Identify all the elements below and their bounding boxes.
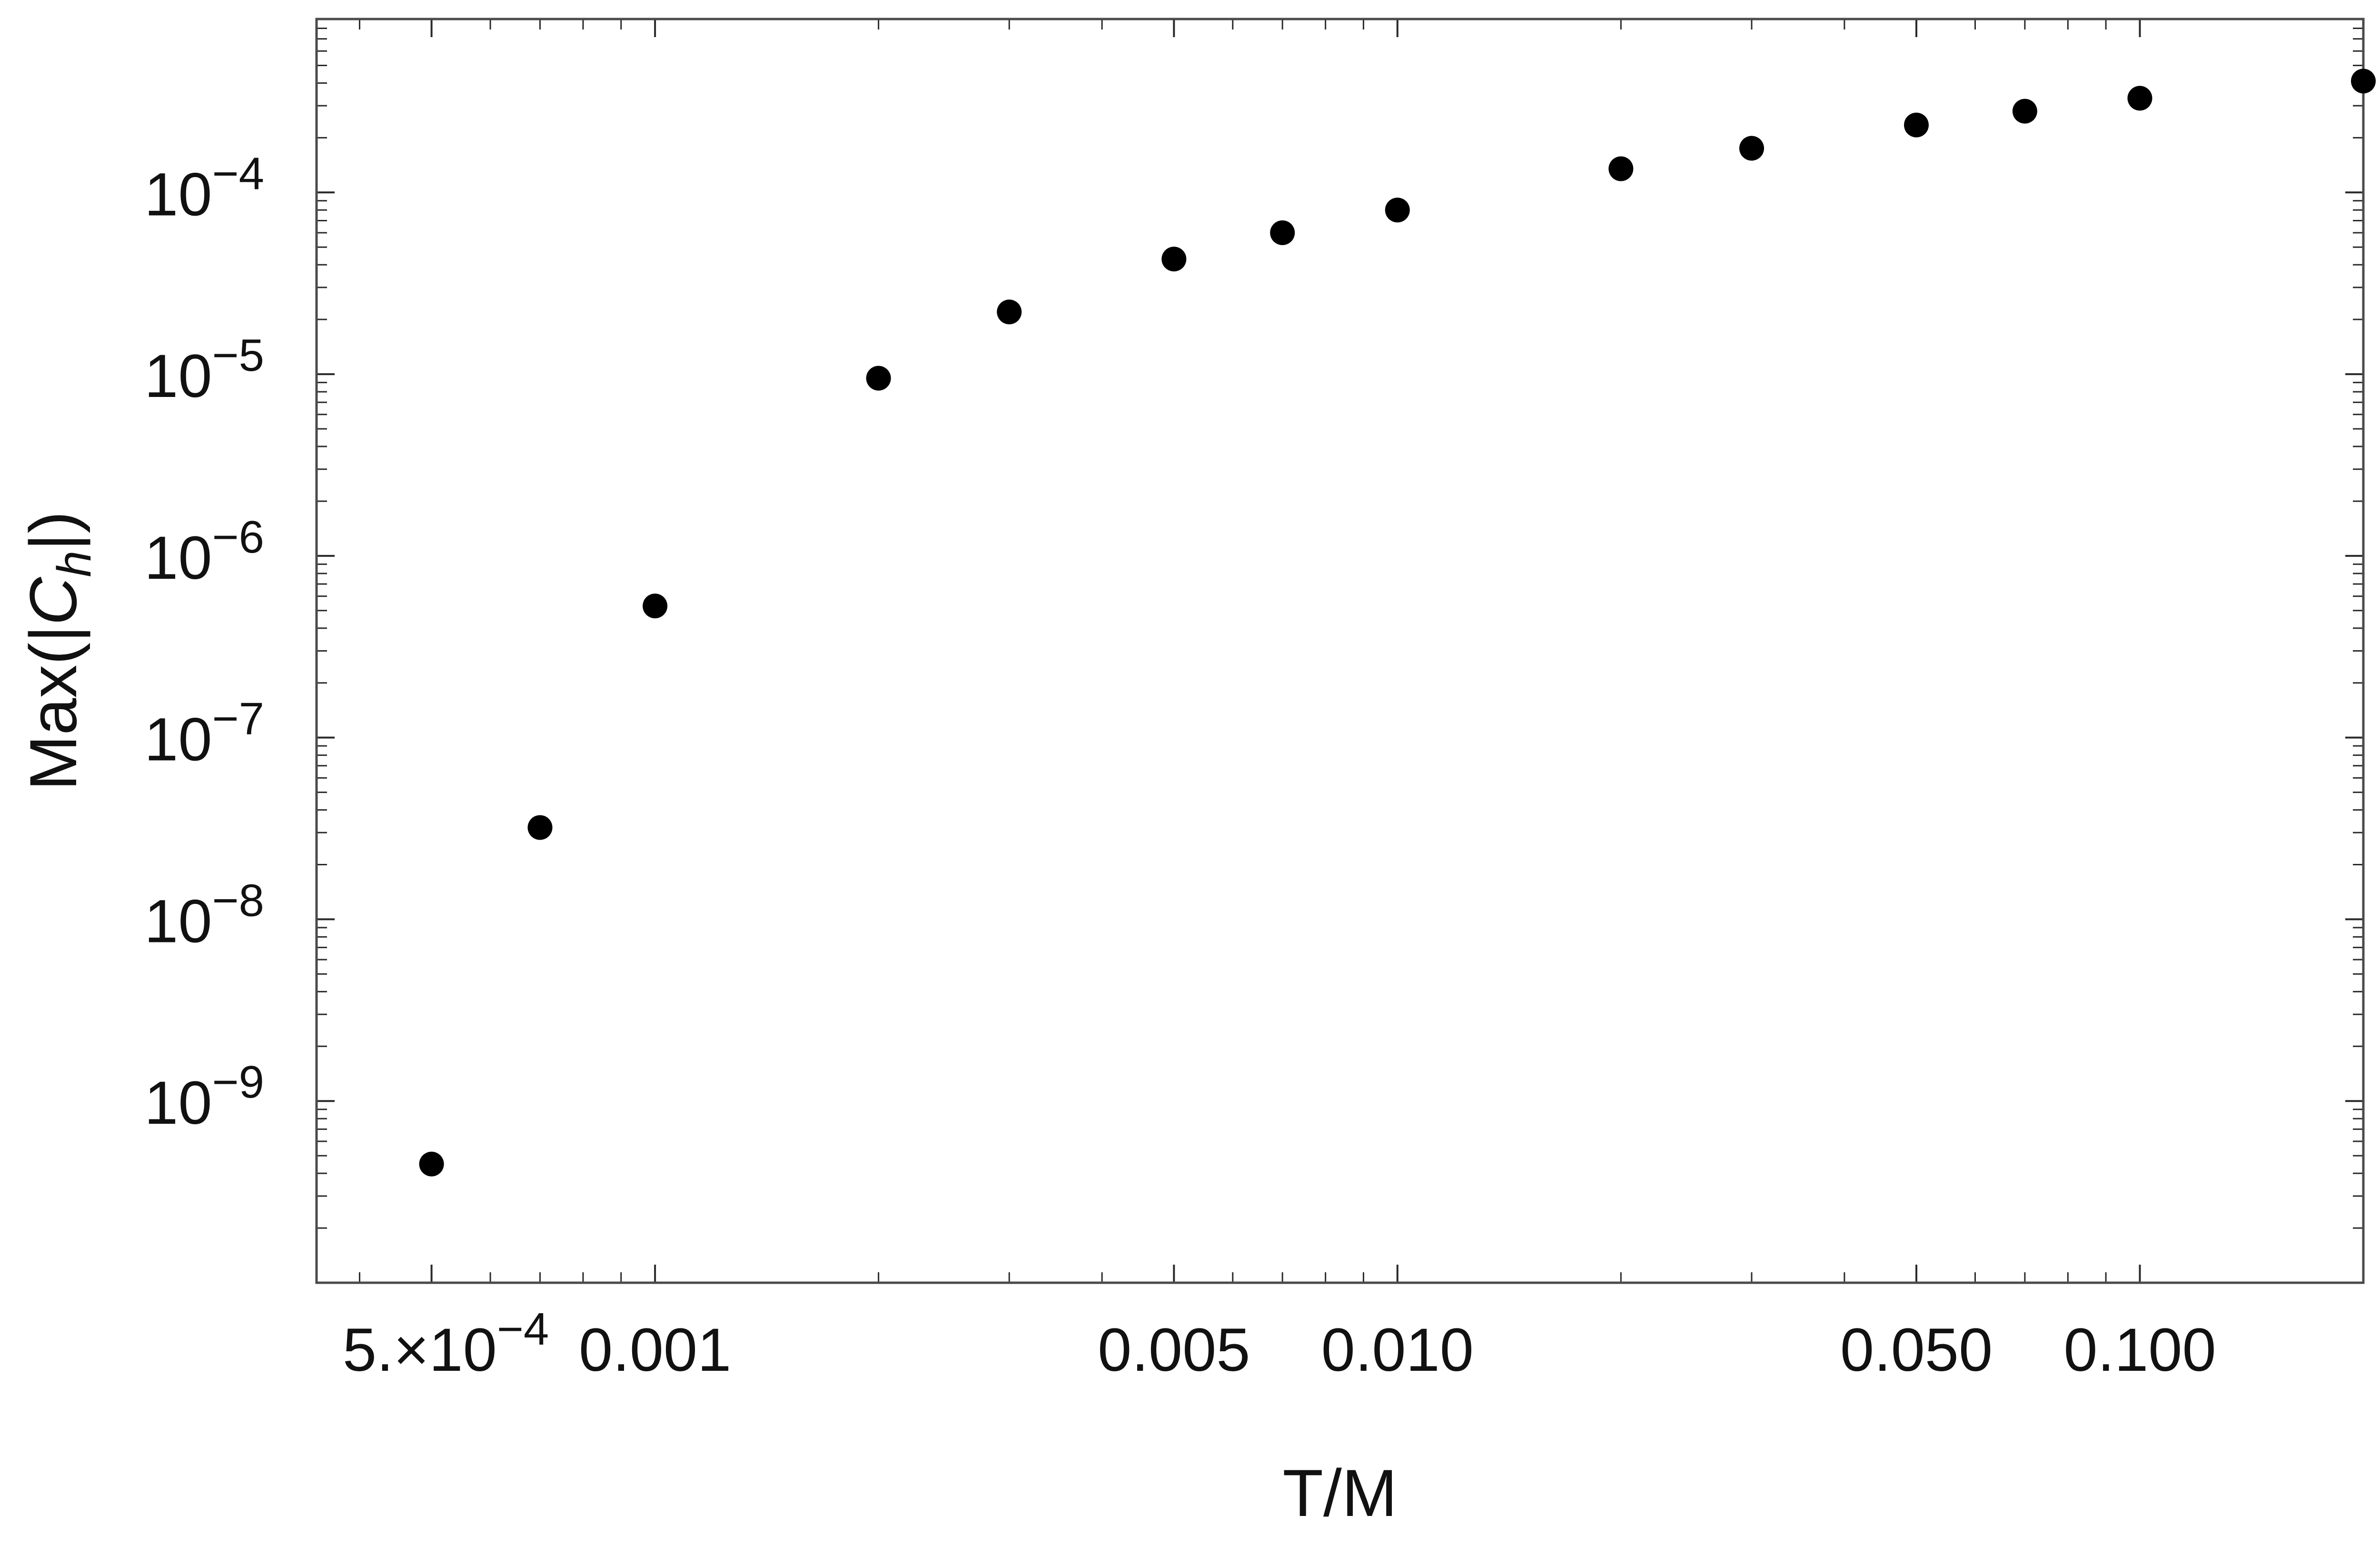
y-tick-label-exponent: −9 [212, 1057, 264, 1108]
data-point [2127, 86, 2152, 111]
data-point [527, 815, 553, 840]
y-tick-label-exponent: −4 [212, 148, 264, 199]
y-axis-label-prefix: Max(| [16, 625, 90, 791]
y-tick-label: 10−7 [144, 693, 264, 774]
data-point [1385, 198, 1410, 223]
y-tick-label-base: 10 [144, 706, 212, 774]
data-point [2351, 69, 2376, 94]
plot-frame [315, 18, 2365, 1284]
y-axis-label: Max(|Ch|) [16, 511, 101, 791]
y-axis-label-subscript: h [48, 551, 101, 577]
data-point [1739, 136, 1764, 161]
y-tick-label-exponent: −8 [212, 875, 264, 926]
y-tick-label: 10−9 [144, 1057, 264, 1137]
data-point [643, 594, 668, 619]
data-point [1904, 112, 1929, 138]
y-axis-label-symbol: C [16, 577, 90, 625]
x-tick-label: 0.001 [579, 1316, 731, 1384]
y-tick-label-base: 10 [144, 160, 212, 228]
data-point [1270, 220, 1295, 246]
y-tick-labels: 10−910−810−710−610−510−4 [144, 148, 264, 1137]
data-points [419, 69, 2376, 1177]
x-tick-label: 0.050 [1840, 1316, 1993, 1384]
x-tick-label: 0.005 [1098, 1316, 1250, 1384]
data-point [1608, 156, 1634, 181]
y-tick-label-base: 10 [144, 524, 212, 592]
x-tick-label: 0.010 [1321, 1316, 1474, 1384]
data-point [997, 299, 1022, 325]
y-tick-label-exponent: −6 [212, 512, 264, 563]
minor-ticks [317, 19, 2364, 1283]
y-axis-label-suffix: |) [16, 511, 90, 551]
x-axis-label: T/M [1282, 1456, 1397, 1530]
data-point [2012, 99, 2037, 124]
y-tick-label-exponent: −7 [212, 693, 264, 744]
y-tick-label: 10−8 [144, 875, 264, 955]
y-tick-label-base: 10 [144, 887, 212, 955]
major-ticks [317, 19, 2363, 1284]
y-tick-label: 10−5 [144, 330, 264, 410]
x-tick-label: 0.100 [2063, 1316, 2216, 1384]
x-tick-labels: 5.×10−4 0.001 0.005 0.010 0.050 0.100 [343, 1304, 2216, 1384]
data-point [1161, 247, 1187, 272]
data-point [866, 366, 891, 391]
y-tick-label: 10−6 [144, 512, 264, 592]
x-tick-label-mantissa: 5.×10 [343, 1316, 497, 1384]
x-tick-label: 5.×10−4 [343, 1304, 549, 1384]
y-tick-label: 10−4 [144, 148, 264, 228]
y-tick-label-base: 10 [144, 342, 212, 410]
y-tick-label-exponent: −5 [212, 330, 264, 381]
x-tick-label-exponent: −4 [497, 1304, 549, 1355]
y-tick-label-base: 10 [144, 1069, 212, 1137]
data-point [419, 1151, 444, 1177]
